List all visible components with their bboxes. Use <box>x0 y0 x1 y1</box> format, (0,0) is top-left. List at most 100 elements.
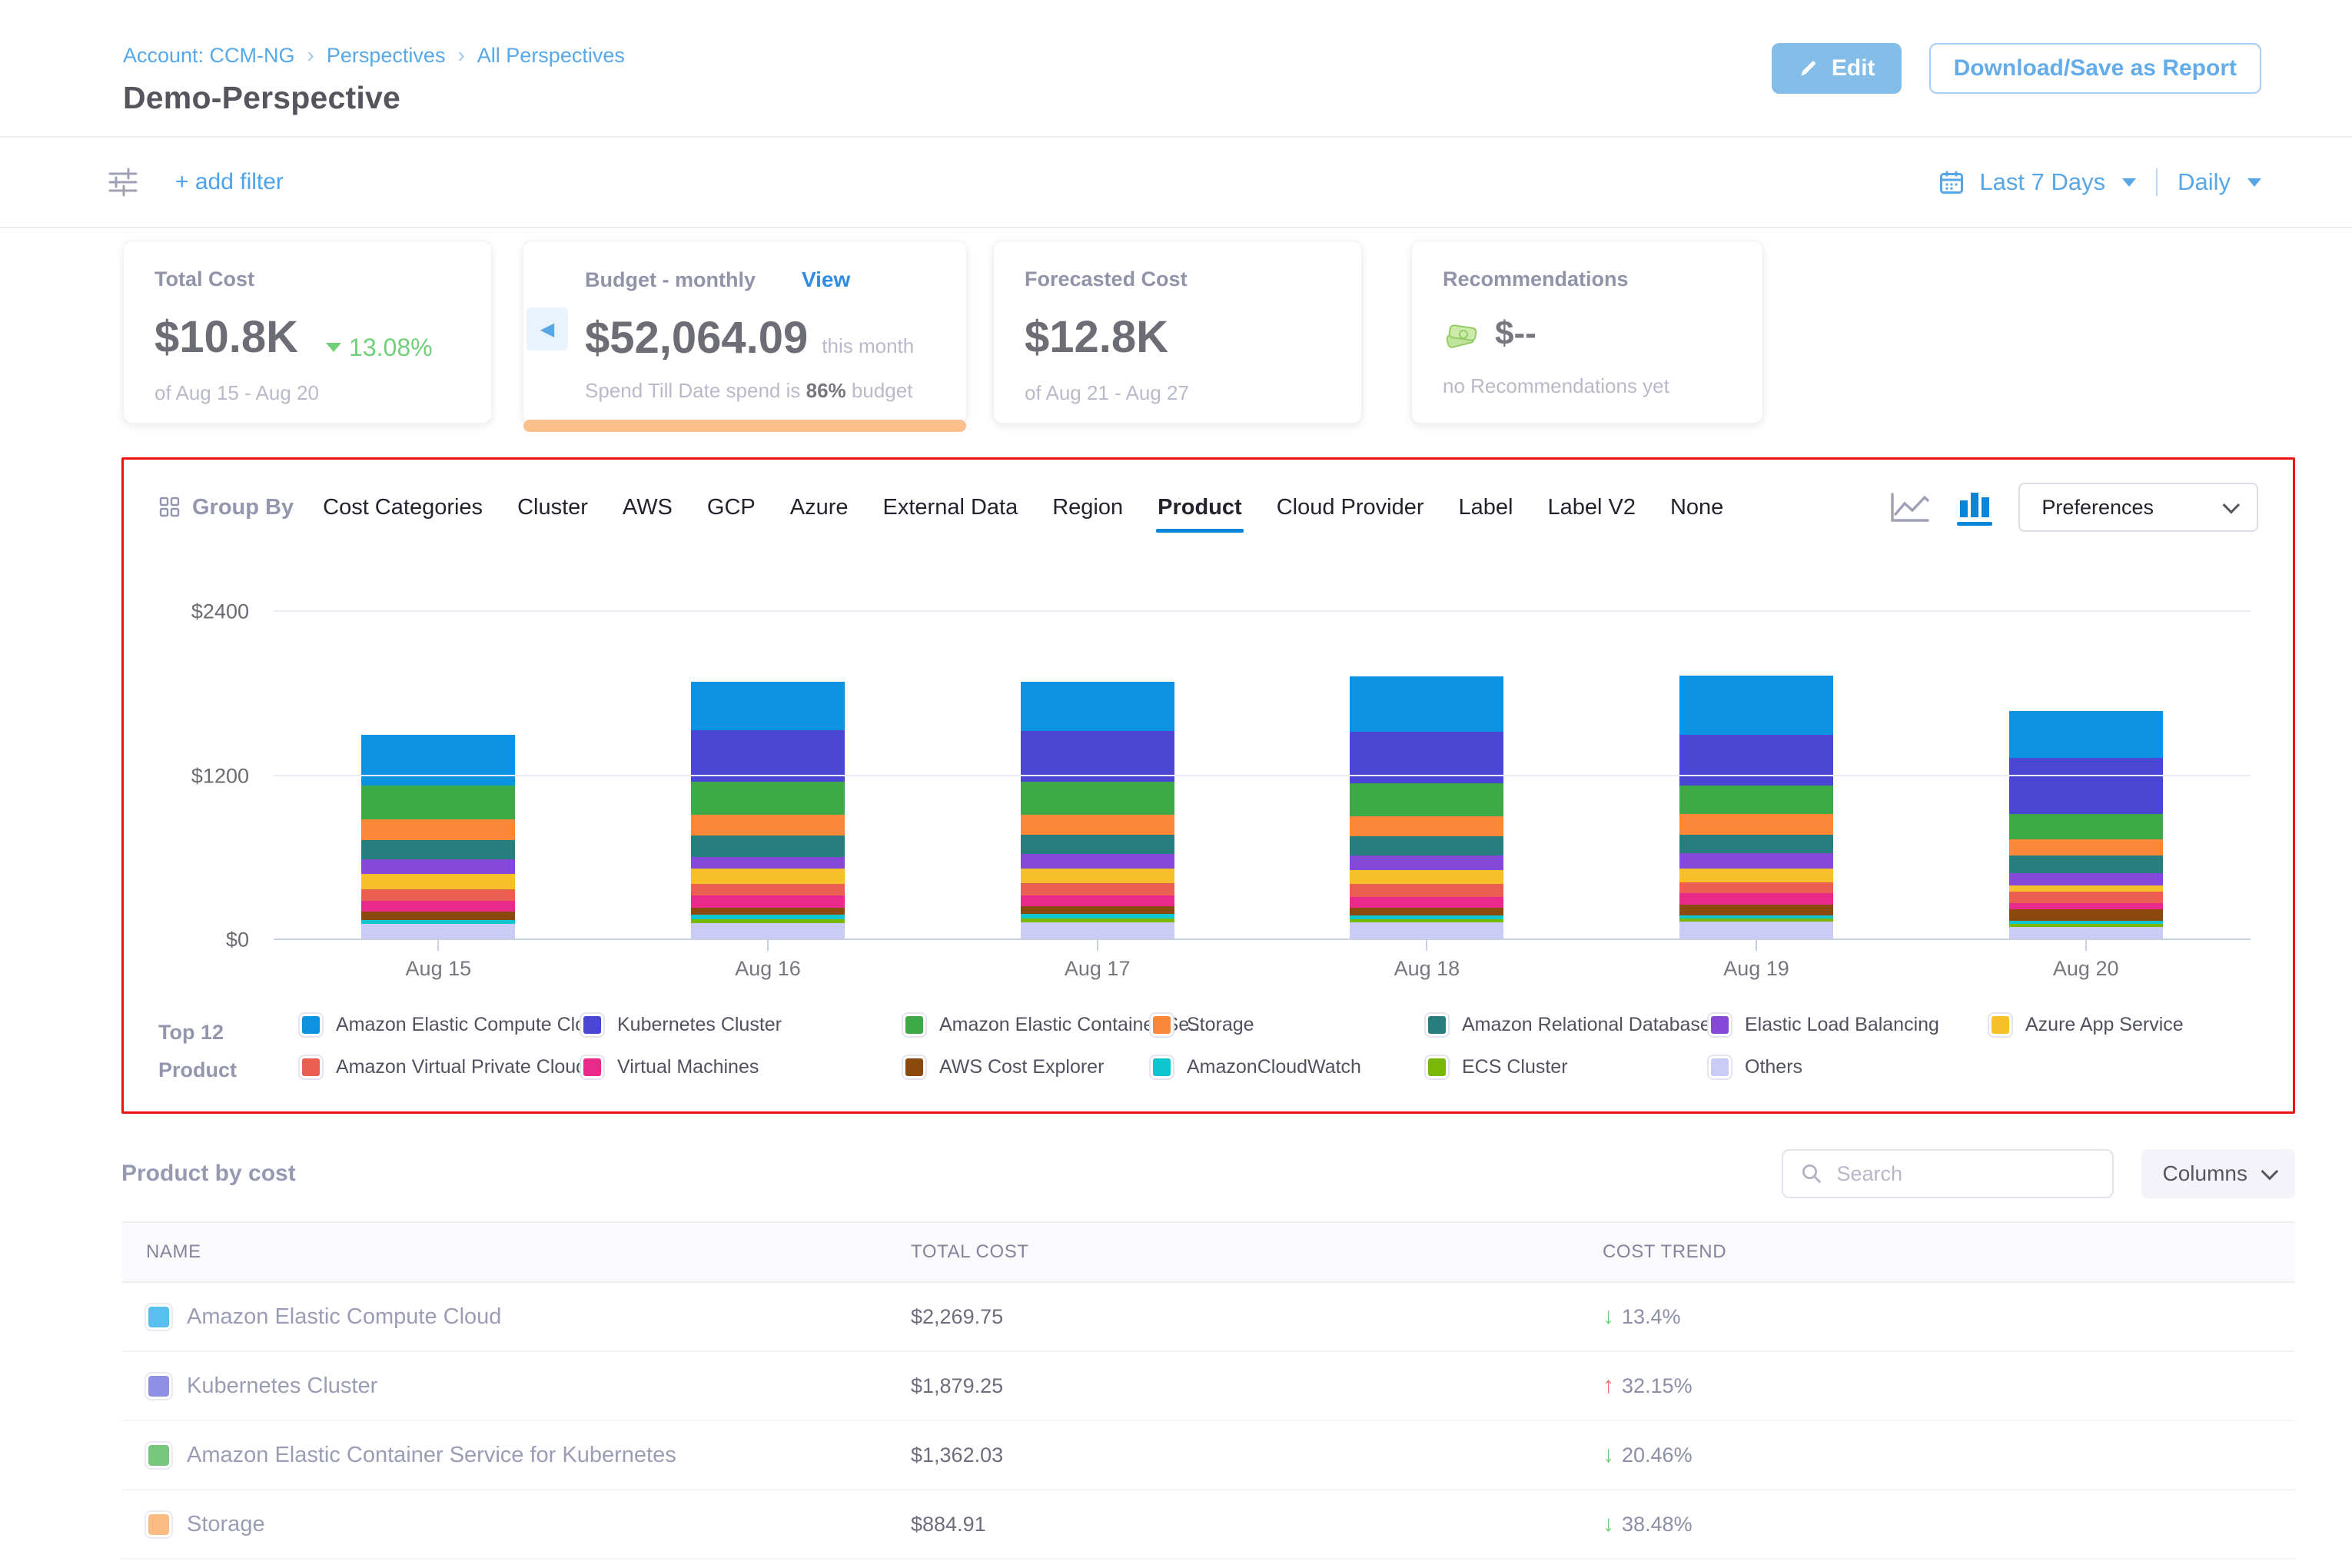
legend-item-amazon-elastic-compute-clo-[interactable]: Amazon Elastic Compute Clo... <box>300 1014 602 1036</box>
legend-item-amazoncloudwatch[interactable]: AmazonCloudWatch <box>1151 1056 1426 1078</box>
bar-segment-ecs-cluster[interactable] <box>1679 918 1834 922</box>
bar-aug-15[interactable] <box>361 735 516 940</box>
bar-segment-amazon-elastic-container-service-for-kubernetes[interactable] <box>361 785 516 819</box>
bar-segment-storage[interactable] <box>1020 814 1174 835</box>
legend-item-storage[interactable]: Storage <box>1151 1014 1426 1036</box>
bar-segment-storage[interactable] <box>1350 816 1504 837</box>
bar-segment-azure-app-service[interactable] <box>691 869 845 885</box>
bar-segment-kubernetes-cluster[interactable] <box>1679 734 1834 786</box>
bar-segment-virtual-machines[interactable] <box>361 900 516 912</box>
bar-segment-azure-app-service[interactable] <box>1350 870 1504 885</box>
tab-cost-categories[interactable]: Cost Categories <box>323 494 483 520</box>
bar-segment-others[interactable] <box>1679 921 1834 940</box>
bar-segment-kubernetes-cluster[interactable] <box>1020 731 1174 782</box>
breadcrumb-item-perspectives[interactable]: Perspectives <box>326 43 446 67</box>
bar-segment-amazon-elastic-compute-cloud[interactable] <box>2008 710 2163 759</box>
bar-segment-virtual-machines[interactable] <box>691 895 845 908</box>
download-save-report-button[interactable]: Download/Save as Report <box>1928 43 2261 94</box>
bar-segment-aws-cost-explorer[interactable] <box>1020 905 1174 914</box>
tab-label[interactable]: Label <box>1458 494 1513 520</box>
legend-item-azure-app-service[interactable]: Azure App Service <box>1989 1014 2184 1036</box>
bar-segment-amazoncloudwatch[interactable] <box>1020 913 1174 919</box>
preferences-dropdown[interactable]: Preferences <box>2018 483 2258 532</box>
bar-segment-amazoncloudwatch[interactable] <box>361 919 516 924</box>
bar-segment-amazon-elastic-container-service-for-kubernetes[interactable] <box>1020 781 1174 815</box>
bar-segment-storage[interactable] <box>2008 839 2163 856</box>
bar-segment-amazon-virtual-private-cloud[interactable] <box>691 884 845 895</box>
bar-segment-aws-cost-explorer[interactable] <box>2008 909 2163 921</box>
bar-segment-virtual-machines[interactable] <box>1350 896 1504 908</box>
bar-segment-amazon-relational-database-service[interactable] <box>691 835 845 858</box>
bar-segment-ecs-cluster[interactable] <box>1350 919 1504 922</box>
tab-product[interactable]: Product <box>1156 487 1244 533</box>
tab-gcp[interactable]: GCP <box>706 494 756 520</box>
legend-item-ecs-cluster[interactable]: ECS Cluster <box>1426 1056 1709 1078</box>
table-row-amazon-elastic-compute-cloud[interactable]: Amazon Elastic Compute Cloud $2,269.75 ↓ 13… <box>121 1283 2295 1353</box>
chevron-down-icon[interactable] <box>2122 178 2137 187</box>
bar-segment-virtual-machines[interactable] <box>1020 895 1174 906</box>
bar-segment-others[interactable] <box>361 923 516 940</box>
legend-item-kubernetes-cluster[interactable]: Kubernetes Cluster <box>581 1014 903 1036</box>
bar-segment-amazon-elastic-compute-cloud[interactable] <box>1020 681 1174 732</box>
line-chart-icon[interactable] <box>1888 490 1931 525</box>
bar-aug-20[interactable] <box>2008 710 2163 940</box>
bar-segment-amazon-elastic-container-service-for-kubernetes[interactable] <box>691 781 845 815</box>
bar-segment-amazon-elastic-container-service-for-kubernetes[interactable] <box>1350 782 1504 816</box>
bar-segment-aws-cost-explorer[interactable] <box>1679 904 1834 915</box>
chevron-down-icon[interactable] <box>2247 178 2261 187</box>
bar-segment-amazon-relational-database-service[interactable] <box>1350 836 1504 856</box>
legend-item-elastic-load-balancing[interactable]: Elastic Load Balancing <box>1709 1014 1989 1036</box>
bar-segment-amazon-relational-database-service[interactable] <box>2008 855 2163 874</box>
search-input[interactable] <box>1835 1161 2095 1187</box>
bar-segment-amazon-relational-database-service[interactable] <box>1679 834 1834 854</box>
bar-segment-azure-app-service[interactable] <box>1679 869 1834 883</box>
bar-segment-azure-app-service[interactable] <box>2008 885 2163 892</box>
bar-segment-amazon-virtual-private-cloud[interactable] <box>361 889 516 901</box>
bar-segment-azure-app-service[interactable] <box>1020 869 1174 883</box>
tab-aws[interactable]: AWS <box>622 494 673 520</box>
bar-segment-aws-cost-explorer[interactable] <box>691 907 845 915</box>
bar-segment-elastic-load-balancing[interactable] <box>1679 853 1834 869</box>
tab-cluster[interactable]: Cluster <box>517 494 588 520</box>
bar-segment-amazoncloudwatch[interactable] <box>691 914 845 919</box>
tab-cloud-provider[interactable]: Cloud Provider <box>1276 494 1424 520</box>
bar-segment-amazon-elastic-compute-cloud[interactable] <box>1679 676 1834 735</box>
bar-segment-amazon-virtual-private-cloud[interactable] <box>2008 891 2163 903</box>
bar-segment-elastic-load-balancing[interactable] <box>691 857 845 869</box>
bar-segment-elastic-load-balancing[interactable] <box>2008 873 2163 885</box>
bar-segment-virtual-machines[interactable] <box>1679 893 1834 905</box>
bar-segment-amazon-elastic-container-service-for-kubernetes[interactable] <box>2008 813 2163 840</box>
bar-segment-amazon-relational-database-service[interactable] <box>1020 835 1174 855</box>
bar-segment-storage[interactable] <box>361 819 516 841</box>
bar-segment-others[interactable] <box>1350 922 1504 940</box>
breadcrumb-item-account-ccm-ng[interactable]: Account: CCM-NG <box>123 43 295 67</box>
bar-segment-amazon-relational-database-service[interactable] <box>361 840 516 860</box>
bar-segment-azure-app-service[interactable] <box>361 874 516 889</box>
bar-segment-amazon-virtual-private-cloud[interactable] <box>1679 882 1834 894</box>
bar-segment-amazoncloudwatch[interactable] <box>2008 920 2163 924</box>
columns-dropdown[interactable]: Columns <box>2141 1149 2295 1199</box>
table-row-kubernetes-cluster[interactable]: Kubernetes Cluster $1,879.25 ↑ 32.15% <box>121 1352 2295 1422</box>
legend-item-virtual-machines[interactable]: Virtual Machines <box>581 1056 903 1078</box>
bar-segment-others[interactable] <box>1020 922 1174 940</box>
bar-segment-aws-cost-explorer[interactable] <box>1350 907 1504 915</box>
bar-segment-elastic-load-balancing[interactable] <box>1350 855 1504 871</box>
legend-item-others[interactable]: Others <box>1709 1056 1989 1078</box>
bar-segment-amazoncloudwatch[interactable] <box>1679 915 1834 919</box>
bar-aug-17[interactable] <box>1020 681 1174 940</box>
legend-item-amazon-elastic-container-se-[interactable]: Amazon Elastic Container Se... <box>903 1014 1205 1036</box>
bar-segment-ecs-cluster[interactable] <box>1020 918 1174 922</box>
date-range-dropdown[interactable]: Last 7 Days <box>1979 168 2106 195</box>
table-row-storage[interactable]: Storage $884.91 ↓ 38.48% <box>121 1490 2295 1560</box>
legend-item-aws-cost-explorer[interactable]: AWS Cost Explorer <box>903 1056 1151 1078</box>
bar-segment-amazon-elastic-container-service-for-kubernetes[interactable] <box>1679 786 1834 814</box>
bar-segment-kubernetes-cluster[interactable] <box>2008 758 2163 814</box>
tab-external-data[interactable]: External Data <box>882 494 1018 520</box>
table-row-amazon-elastic-container-service-for-kubernetes[interactable]: Amazon Elastic Container Service for Kub… <box>121 1421 2295 1491</box>
bar-aug-18[interactable] <box>1350 676 1504 940</box>
bar-segment-ecs-cluster[interactable] <box>691 919 845 923</box>
bar-segment-others[interactable] <box>691 922 845 940</box>
legend-item-amazon-virtual-private-cloud[interactable]: Amazon Virtual Private Cloud <box>300 1056 586 1078</box>
bar-aug-16[interactable] <box>691 681 845 940</box>
bar-segment-amazon-elastic-compute-cloud[interactable] <box>691 681 845 731</box>
